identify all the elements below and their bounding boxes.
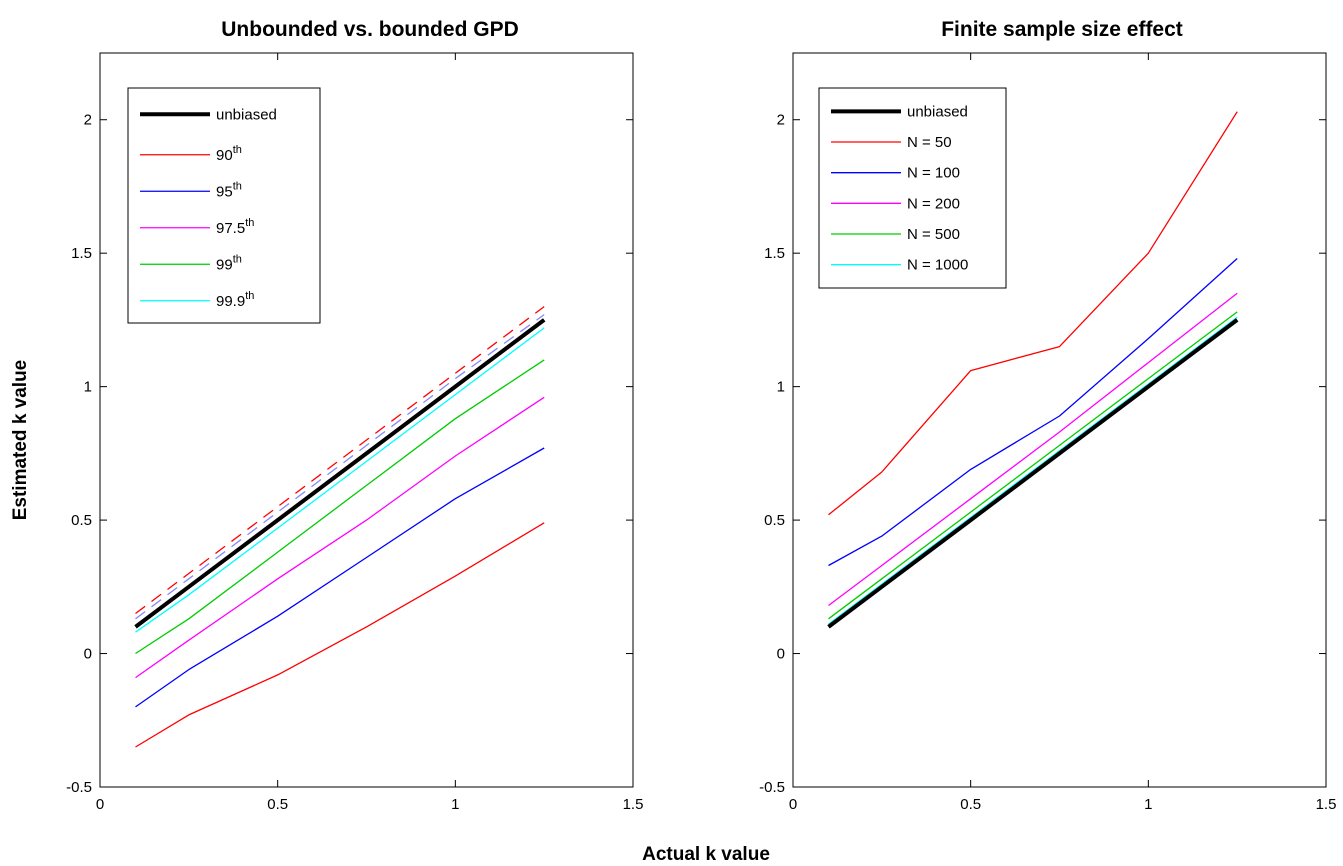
chart-title: Unbounded vs. bounded GPD bbox=[221, 18, 519, 41]
legend-label: 95th bbox=[216, 180, 242, 200]
x-tick-label: 1 bbox=[1144, 796, 1152, 813]
x-tick-label: 0 bbox=[96, 796, 104, 813]
plot-frame bbox=[99, 52, 634, 788]
series-line-1 bbox=[135, 522, 545, 748]
series-line-2 bbox=[828, 258, 1238, 567]
legend: unbiased 90th 95th 97.5th 99th 99.9th bbox=[127, 87, 321, 324]
y-tick-label: 2 bbox=[777, 112, 785, 129]
legend-item: N = 200 bbox=[831, 195, 960, 212]
legend: unbiased N = 50 N = 100 N = 200 N = 500 N = 1… bbox=[818, 87, 1007, 289]
legend-label: 97.5th bbox=[216, 217, 254, 237]
legend-label: 90th bbox=[216, 144, 242, 164]
series-line-3 bbox=[828, 292, 1238, 607]
series-line-2 bbox=[135, 447, 545, 708]
x-tick-label: 1.5 bbox=[623, 796, 644, 813]
y-tick-label: 1.5 bbox=[71, 245, 92, 262]
legend-label: unbiased bbox=[216, 106, 277, 123]
legend-item: 99.9th bbox=[140, 290, 254, 310]
series-line-6 bbox=[135, 306, 545, 615]
legend-item: unbiased bbox=[140, 106, 277, 123]
y-tick-label: -0.5 bbox=[759, 779, 785, 796]
x-tick-label: 0.5 bbox=[267, 796, 288, 813]
y-tick-label: 0 bbox=[84, 646, 92, 663]
legend-box bbox=[127, 87, 321, 324]
panel-unbounded-vs-bounded: Unbounded vs. bounded GPD 0 0.5 1 1.5-0.500… bbox=[66, 18, 643, 813]
legend-box bbox=[818, 87, 1007, 289]
legend-label: N = 50 bbox=[907, 134, 952, 151]
legend-label: 99.9th bbox=[216, 290, 254, 310]
legend-label: N = 200 bbox=[907, 195, 960, 212]
series-line-7 bbox=[135, 314, 545, 620]
series-line-4 bbox=[828, 311, 1238, 620]
x-tick-label: 1 bbox=[451, 796, 459, 813]
series-line-5 bbox=[828, 316, 1238, 625]
y-tick-label: 2 bbox=[84, 112, 92, 129]
series-line-1 bbox=[828, 111, 1238, 516]
y-tick-label: -0.5 bbox=[66, 779, 92, 796]
x-axis-label: Actual k value bbox=[642, 844, 770, 865]
legend-item: N = 500 bbox=[831, 226, 960, 243]
series-line-0 bbox=[134, 318, 546, 629]
legend-item: 99th bbox=[140, 253, 242, 273]
legend-label: 99th bbox=[216, 253, 242, 273]
y-tick-label: 0.5 bbox=[71, 512, 92, 529]
legend-item: 95th bbox=[140, 180, 242, 200]
series-line-3 bbox=[135, 396, 545, 679]
series-line-5 bbox=[135, 327, 545, 633]
legend-label: N = 500 bbox=[907, 226, 960, 243]
chart-title: Finite sample size effect bbox=[941, 18, 1183, 41]
legend-label: unbiased bbox=[907, 103, 968, 120]
legend-label: N = 100 bbox=[907, 165, 960, 182]
x-tick-label: 1.5 bbox=[1316, 796, 1337, 813]
y-tick-label: 1 bbox=[84, 379, 92, 396]
legend-item: N = 100 bbox=[831, 165, 960, 182]
legend-item: 97.5th bbox=[140, 217, 254, 237]
y-tick-label: 1 bbox=[777, 379, 785, 396]
legend-item: N = 50 bbox=[831, 134, 952, 151]
y-tick-label: 1.5 bbox=[764, 245, 785, 262]
panel-finite-sample-size: Finite sample size effect 0 0.5 1 1.5-0.500… bbox=[759, 18, 1336, 813]
x-tick-label: 0.5 bbox=[960, 796, 981, 813]
legend-label: N = 1000 bbox=[907, 257, 968, 274]
y-tick-label: 0 bbox=[777, 646, 785, 663]
legend-item: N = 1000 bbox=[831, 257, 968, 274]
series-line-0 bbox=[827, 318, 1239, 629]
x-tick-label: 0 bbox=[789, 796, 797, 813]
legend-item: 90th bbox=[140, 144, 242, 164]
y-axis-label: Estimated k value bbox=[10, 360, 31, 521]
legend-item: unbiased bbox=[831, 103, 968, 120]
plot-frame bbox=[792, 52, 1327, 788]
series-line-4 bbox=[135, 359, 545, 655]
y-tick-label: 0.5 bbox=[764, 512, 785, 529]
